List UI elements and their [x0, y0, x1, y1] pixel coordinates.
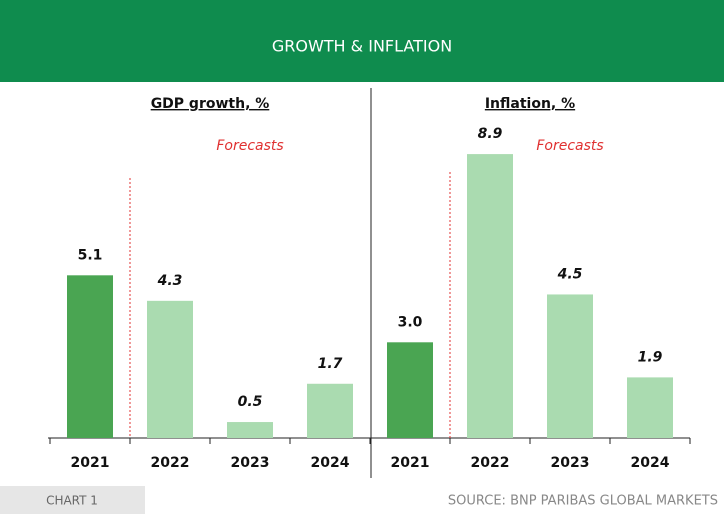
header-band — [0, 0, 724, 82]
annotation: Forecasts — [216, 138, 283, 154]
header-title: GROWTH & INFLATION — [272, 37, 452, 56]
bar — [307, 383, 353, 438]
category-label: 2024 — [631, 455, 670, 471]
category-label: 2024 — [311, 455, 350, 471]
footer-label-box — [0, 486, 145, 514]
bar — [547, 294, 593, 438]
category-label: 2021 — [391, 455, 430, 471]
bar — [467, 154, 513, 438]
category-label: 2022 — [471, 455, 510, 471]
footer-source: SOURCE: BNP PARIBAS GLOBAL MARKETS — [448, 494, 718, 509]
footer-label: CHART 1 — [46, 494, 98, 508]
category-label: 2021 — [71, 455, 110, 471]
annotation: Forecasts — [536, 138, 603, 154]
bar — [387, 342, 433, 438]
value-label: 8.9 — [478, 126, 503, 142]
value-label: 4.3 — [157, 273, 183, 289]
category-label: 2022 — [151, 455, 190, 471]
bar — [627, 377, 673, 438]
value-label: 1.7 — [318, 356, 343, 372]
value-label: 5.1 — [78, 247, 103, 263]
value-label: 0.5 — [238, 394, 263, 410]
bar — [227, 422, 273, 438]
category-label: 2023 — [551, 455, 590, 471]
bar — [67, 275, 113, 438]
bar — [147, 300, 193, 438]
chart-title: GDP growth, % — [151, 96, 270, 112]
category-label: 2023 — [231, 455, 270, 471]
value-label: 4.5 — [557, 266, 583, 282]
chart-title: Inflation, % — [485, 96, 575, 112]
value-label: 3.0 — [398, 314, 423, 330]
value-label: 1.9 — [638, 349, 663, 365]
